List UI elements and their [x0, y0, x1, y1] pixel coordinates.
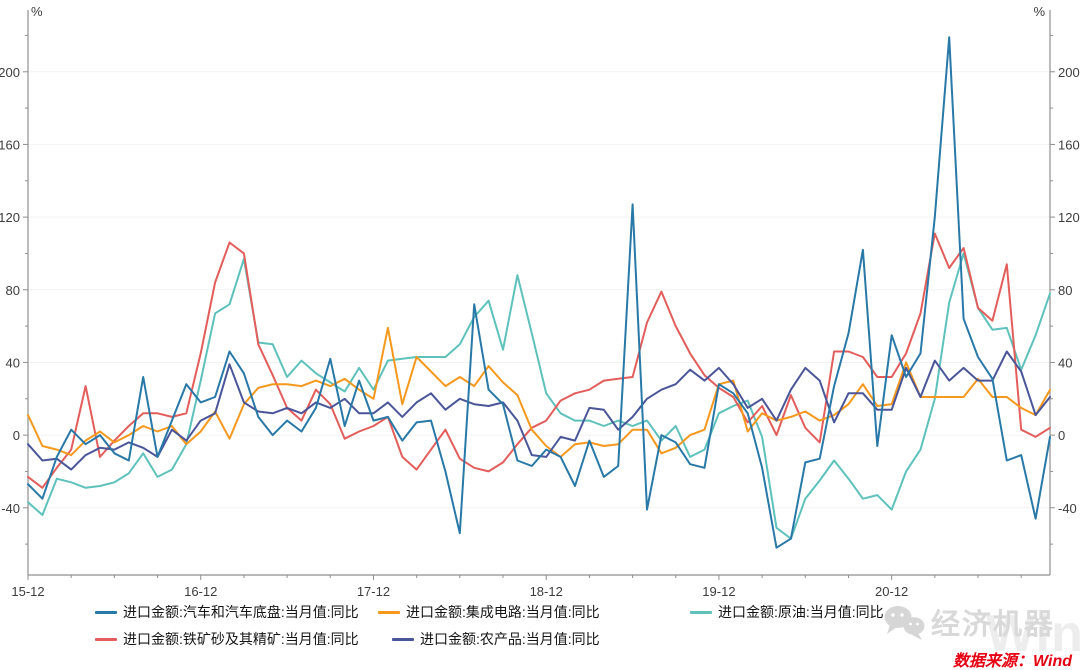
svg-text:-40: -40 — [1058, 501, 1077, 516]
svg-text:20-12: 20-12 — [875, 584, 908, 599]
wechat-icon — [884, 606, 925, 640]
svg-text:16-12: 16-12 — [184, 584, 217, 599]
svg-text:18-12: 18-12 — [530, 584, 563, 599]
svg-text:80: 80 — [1058, 283, 1072, 298]
legend-item-iron-ore: 进口金额:铁矿砂及其精矿:当月值:同比 — [95, 629, 359, 649]
svg-text:%: % — [31, 4, 43, 19]
autos-series-swatch — [95, 610, 117, 614]
svg-text:0: 0 — [1058, 428, 1065, 443]
data-source-label: 数据来源：Wind — [953, 653, 1072, 670]
svg-text:120: 120 — [0, 210, 20, 225]
wind-watermark: Wind — [986, 605, 1080, 663]
legend-item-crude-oil: 进口金额:原油:当月值:同比 — [690, 602, 884, 622]
svg-text:160: 160 — [0, 137, 20, 152]
legend-item-integrated-circuits: 进口金额:集成电路:当月值:同比 — [378, 602, 600, 622]
svg-text:15-12: 15-12 — [11, 584, 44, 599]
svg-text:200: 200 — [0, 65, 20, 80]
svg-text:160: 160 — [1058, 137, 1080, 152]
legend-label-autos: 进口金额:汽车和汽车底盘:当月值:同比 — [123, 604, 359, 620]
svg-text:40: 40 — [6, 355, 20, 370]
svg-text:40: 40 — [1058, 355, 1072, 370]
svg-text:%: % — [1033, 4, 1045, 19]
svg-text:0: 0 — [13, 428, 20, 443]
legend-item-agricultural: 进口金额:农产品:当月值:同比 — [392, 629, 600, 649]
svg-text:-40: -40 — [1, 501, 20, 516]
svg-text:17-12: 17-12 — [357, 584, 390, 599]
svg-text:120: 120 — [1058, 210, 1080, 225]
svg-text:200: 200 — [1058, 65, 1080, 80]
logo-text: 经济机器 — [931, 609, 1056, 641]
legend-label-crude-oil: 进口金额:原油:当月值:同比 — [718, 604, 884, 620]
agricultural-series-swatch — [392, 637, 414, 641]
svg-text:80: 80 — [6, 283, 20, 298]
crude-oil-series-swatch — [690, 610, 712, 614]
svg-text:19-12: 19-12 — [702, 584, 735, 599]
legend-label-iron-ore: 进口金额:铁矿砂及其精矿:当月值:同比 — [123, 631, 359, 647]
legend-label-agricultural: 进口金额:农产品:当月值:同比 — [420, 631, 600, 647]
jingji-jiqi-logo: 经济机器 — [881, 601, 1055, 643]
ic-series-swatch — [378, 610, 400, 614]
iron-ore-series-swatch — [95, 637, 117, 641]
legend-label-integrated-circuits: 进口金额:集成电路:当月值:同比 — [406, 604, 600, 620]
legend-item-autos: 进口金额:汽车和汽车底盘:当月值:同比 — [95, 602, 359, 622]
